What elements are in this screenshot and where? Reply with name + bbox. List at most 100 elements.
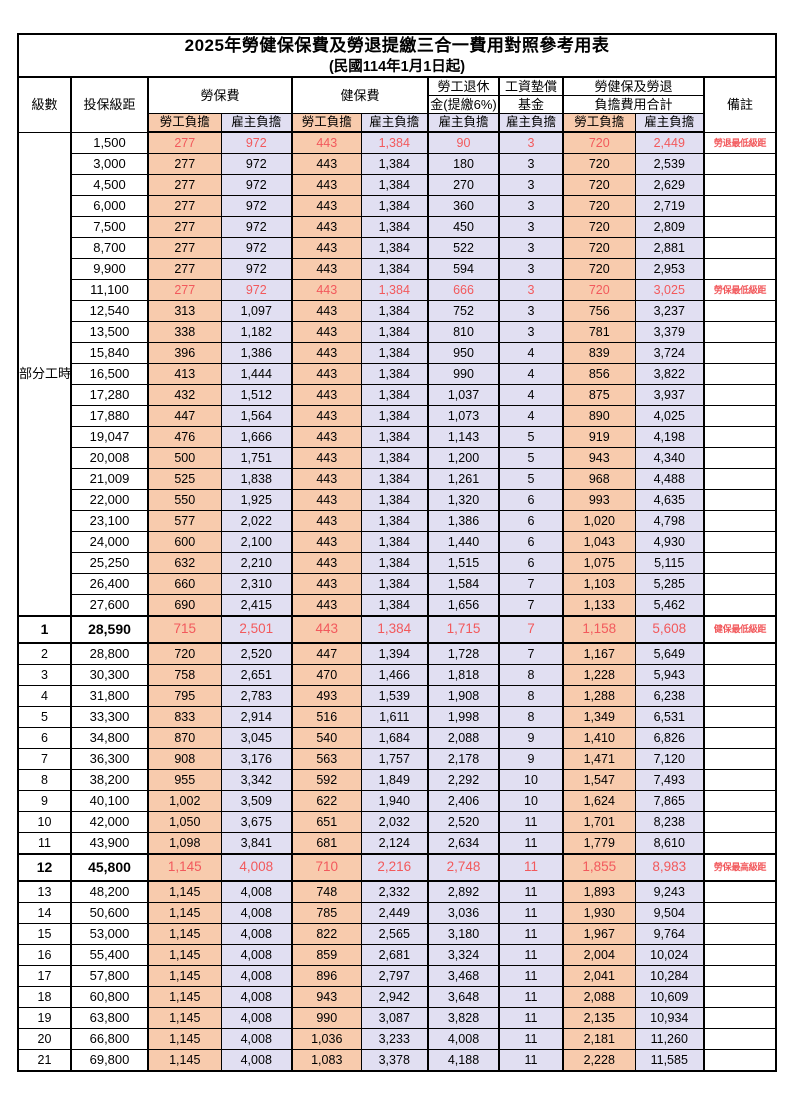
cell-total-employee: 2,088 xyxy=(562,986,636,1009)
cell-remark xyxy=(702,986,777,1009)
cell-fund-employer: 9 xyxy=(498,727,564,750)
cell-health-employer: 1,384 xyxy=(360,426,429,449)
cell-health-employer: 2,797 xyxy=(360,965,429,988)
cell-labor-employee: 870 xyxy=(147,727,222,750)
cell-level: 10 xyxy=(17,811,72,834)
cell-labor-employer: 2,651 xyxy=(220,664,293,687)
page-title: 2025年勞健保保費及勞退提繳三合一費用對照參考用表 xyxy=(184,36,610,55)
cell-total-employer: 11,585 xyxy=(634,1049,705,1072)
cell-pension-employer: 990 xyxy=(427,363,500,386)
cell-total-employer: 11,260 xyxy=(634,1028,705,1051)
cell-health-employee: 443 xyxy=(291,195,362,218)
cell-fund-employer: 11 xyxy=(498,1028,564,1051)
cell-fund-employer: 4 xyxy=(498,342,564,365)
table-row: 23,100 577 2,022 443 1,384 1,386 6 1,020 4,798 xyxy=(18,510,777,533)
table-row: 16 55,400 1,145 4,008 859 2,681 3,324 11 2,004 10… xyxy=(17,944,777,967)
cell-labor-employer: 972 xyxy=(220,153,293,176)
cell-fund-employer: 7 xyxy=(498,573,564,596)
cell-total-employer: 6,238 xyxy=(634,685,705,708)
col-header-pension-line1: 勞工退休 xyxy=(427,76,500,97)
cell-total-employer: 2,629 xyxy=(634,174,705,197)
cell-health-employee: 592 xyxy=(291,769,362,792)
cell-remark xyxy=(702,342,777,365)
table-row: 3,000 277 972 443 1,384 180 3 720 2,539 xyxy=(18,153,777,176)
cell-pension-employer: 2,634 xyxy=(427,832,500,855)
cell-pension-employer: 3,828 xyxy=(427,1007,500,1030)
cell-bracket: 50,600 xyxy=(70,902,149,925)
cell-total-employee: 1,967 xyxy=(562,923,636,946)
cell-labor-employer: 3,176 xyxy=(220,748,293,771)
cell-health-employer: 2,681 xyxy=(360,944,429,967)
cell-fund-employer: 3 xyxy=(498,237,564,260)
cell-pension-employer: 1,715 xyxy=(427,615,500,645)
cell-health-employee: 443 xyxy=(291,174,362,197)
cell-total-employer: 2,719 xyxy=(634,195,705,218)
cell-remark xyxy=(702,384,777,407)
cell-labor-employer: 3,841 xyxy=(220,832,293,855)
cell-remark xyxy=(702,531,777,554)
cell-bracket: 55,400 xyxy=(70,944,149,967)
cell-remark xyxy=(702,832,777,855)
cell-pension-employer: 666 xyxy=(427,279,500,302)
cell-labor-employee: 1,145 xyxy=(147,1049,222,1072)
cell-health-employee: 443 xyxy=(291,237,362,260)
cell-total-employee: 720 xyxy=(562,153,636,176)
cell-labor-employee: 277 xyxy=(147,258,222,281)
cell-total-employee: 839 xyxy=(562,342,636,365)
cell-bracket: 6,000 xyxy=(70,195,149,218)
cell-total-employer: 8,238 xyxy=(634,811,705,834)
cell-health-employee: 859 xyxy=(291,944,362,967)
cell-labor-employer: 4,008 xyxy=(220,923,293,946)
cell-level: 7 xyxy=(17,748,72,771)
cell-total-employee: 720 xyxy=(562,174,636,197)
cell-health-employee: 651 xyxy=(291,811,362,834)
cell-level: 17 xyxy=(17,965,72,988)
cell-remark xyxy=(702,405,777,428)
cell-bracket: 1,500 xyxy=(70,131,149,155)
table-row: 24,000 600 2,100 443 1,384 1,440 6 1,043 4,930 xyxy=(18,531,777,554)
cell-health-employee: 540 xyxy=(291,727,362,750)
cell-fund-employer: 3 xyxy=(498,174,564,197)
cell-remark xyxy=(702,706,777,729)
cell-pension-employer: 3,468 xyxy=(427,965,500,988)
cell-health-employee: 443 xyxy=(291,258,362,281)
col-header-bracket: 投保級距 xyxy=(70,76,149,133)
cell-bracket: 15,840 xyxy=(70,342,149,365)
cell-bracket: 60,800 xyxy=(70,986,149,1009)
cell-labor-employer: 1,666 xyxy=(220,426,293,449)
cell-health-employee: 943 xyxy=(291,986,362,1009)
cell-total-employer: 4,798 xyxy=(634,510,705,533)
cell-labor-employee: 396 xyxy=(147,342,222,365)
cell-health-employee: 896 xyxy=(291,965,362,988)
subcol-health-employer: 雇主負擔 xyxy=(360,113,429,134)
cell-bracket: 13,500 xyxy=(70,321,149,344)
cell-total-employee: 720 xyxy=(562,195,636,218)
cell-health-employee: 443 xyxy=(291,615,362,645)
cell-health-employee: 681 xyxy=(291,832,362,855)
cell-total-employee: 1,547 xyxy=(562,769,636,792)
cell-fund-employer: 11 xyxy=(498,923,564,946)
cell-health-employee: 443 xyxy=(291,510,362,533)
cell-health-employer: 1,940 xyxy=(360,790,429,813)
cell-health-employee: 990 xyxy=(291,1007,362,1030)
cell-pension-employer: 1,386 xyxy=(427,510,500,533)
cell-pension-employer: 2,178 xyxy=(427,748,500,771)
cell-level: 12 xyxy=(17,853,72,883)
cell-total-employer: 2,881 xyxy=(634,237,705,260)
table-row: 12 45,800 1,145 4,008 710 2,216 2,748 11 1,855 8,… xyxy=(17,853,777,883)
col-header-pension-line2: 金(提繳6%) xyxy=(427,95,500,115)
cell-total-employee: 1,624 xyxy=(562,790,636,813)
cell-fund-employer: 11 xyxy=(498,853,564,883)
cell-total-employer: 3,724 xyxy=(634,342,705,365)
cell-total-employee: 2,041 xyxy=(562,965,636,988)
cell-level: 9 xyxy=(17,790,72,813)
table-row: 3 30,300 758 2,651 470 1,466 1,818 8 1,228 5,943 xyxy=(17,664,777,687)
table-body: 部分工時 1,500 277 972 443 1,384 90 3 720 2,449 勞退最低級距… xyxy=(17,131,777,1072)
cell-fund-employer: 8 xyxy=(498,685,564,708)
cell-bracket: 4,500 xyxy=(70,174,149,197)
table-row: 1 28,590 715 2,501 443 1,384 1,715 7 1,158 5,608 健… xyxy=(17,615,777,645)
cell-labor-employer: 2,415 xyxy=(220,594,293,617)
table-row: 21 69,800 1,145 4,008 1,083 3,378 4,188 11 2,228… xyxy=(17,1049,777,1072)
cell-health-employer: 1,394 xyxy=(360,642,429,666)
cell-total-employee: 2,228 xyxy=(562,1049,636,1072)
